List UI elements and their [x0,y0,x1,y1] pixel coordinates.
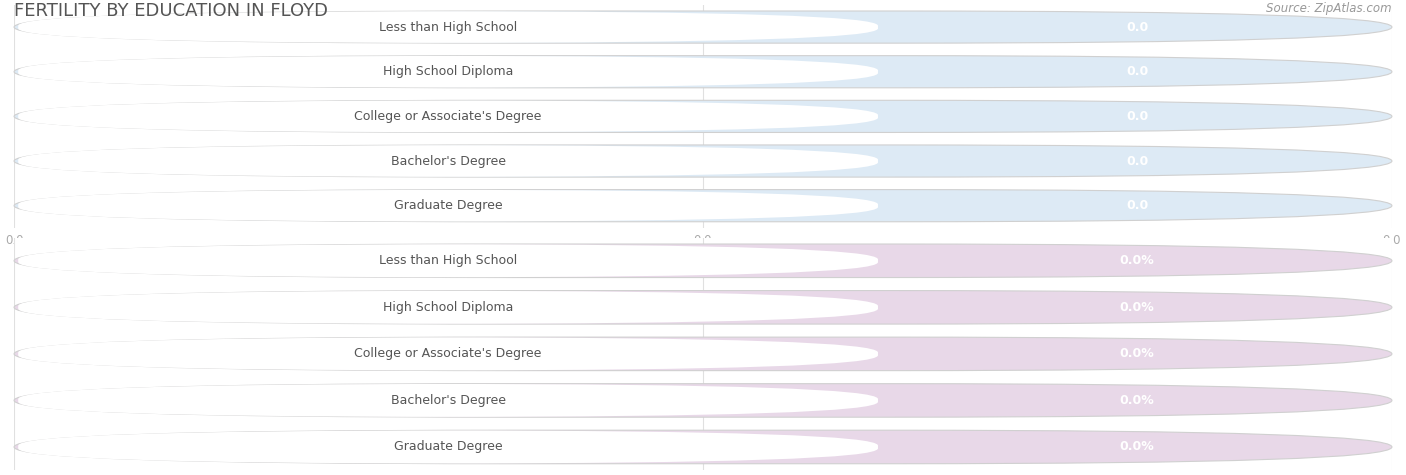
Text: 0.0: 0.0 [1126,110,1149,123]
Text: Less than High School: Less than High School [380,20,517,34]
Text: College or Associate's Degree: College or Associate's Degree [354,110,541,123]
Text: Bachelor's Degree: Bachelor's Degree [391,394,506,407]
Text: FERTILITY BY EDUCATION IN FLOYD: FERTILITY BY EDUCATION IN FLOYD [14,2,328,20]
FancyBboxPatch shape [18,190,877,221]
FancyBboxPatch shape [18,101,877,132]
FancyBboxPatch shape [14,100,1392,133]
Text: Graduate Degree: Graduate Degree [394,199,502,212]
Text: Bachelor's Degree: Bachelor's Degree [391,154,506,168]
FancyBboxPatch shape [14,430,1392,464]
Text: College or Associate's Degree: College or Associate's Degree [354,347,541,361]
FancyBboxPatch shape [18,244,877,277]
FancyBboxPatch shape [18,56,877,87]
FancyBboxPatch shape [14,244,1392,277]
Text: Less than High School: Less than High School [380,254,517,267]
FancyBboxPatch shape [18,337,877,370]
FancyBboxPatch shape [18,11,877,43]
FancyBboxPatch shape [14,56,1392,88]
FancyBboxPatch shape [14,291,1392,324]
Text: 0.0%: 0.0% [1119,440,1154,454]
FancyBboxPatch shape [14,384,1392,417]
Text: Source: ZipAtlas.com: Source: ZipAtlas.com [1267,2,1392,15]
Text: High School Diploma: High School Diploma [382,65,513,78]
Text: 0.0%: 0.0% [1119,301,1154,314]
Text: 0.0: 0.0 [1126,199,1149,212]
FancyBboxPatch shape [18,430,877,464]
FancyBboxPatch shape [14,190,1392,222]
Text: High School Diploma: High School Diploma [382,301,513,314]
Text: 0.0: 0.0 [1126,65,1149,78]
Text: 0.0%: 0.0% [1119,347,1154,361]
FancyBboxPatch shape [14,337,1392,370]
Text: 0.0: 0.0 [1126,154,1149,168]
Text: 0.0%: 0.0% [1119,254,1154,267]
FancyBboxPatch shape [18,145,877,177]
FancyBboxPatch shape [14,11,1392,43]
Text: 0.0: 0.0 [1126,20,1149,34]
FancyBboxPatch shape [14,145,1392,177]
Text: Graduate Degree: Graduate Degree [394,440,502,454]
FancyBboxPatch shape [18,384,877,417]
FancyBboxPatch shape [18,291,877,324]
Text: 0.0%: 0.0% [1119,394,1154,407]
